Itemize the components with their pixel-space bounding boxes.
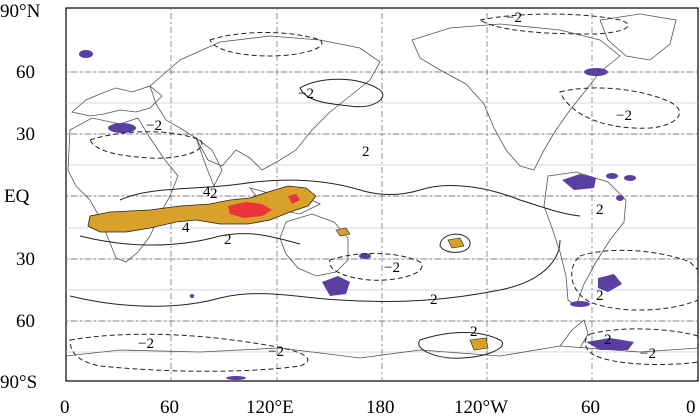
contour-pos-5: [299, 78, 384, 108]
y-tick-label: 90°S: [0, 372, 37, 393]
map-panel: 4 4 2 2 2 2 2 2 2 2 −2 −2 −2 −2 −2 −2 −2…: [65, 7, 699, 382]
south-america-coast: [543, 171, 627, 307]
contour-label: −2: [616, 108, 632, 124]
contour-label: 2: [596, 202, 604, 218]
neg-canada: [584, 68, 608, 76]
neg-atlantic-a: [606, 173, 618, 179]
neg-caribbean: [562, 174, 596, 190]
contour-label: 4: [203, 184, 211, 200]
neg-mediterranean: [108, 123, 136, 133]
y-tick-label: 30: [16, 249, 35, 270]
indian-ocean-band-mid: [87, 185, 317, 233]
x-tick-label: 120°W: [454, 397, 508, 418]
neg-south-am-tip: [570, 301, 590, 307]
greenland-coast: [599, 13, 677, 61]
contour-label: 2: [604, 332, 612, 348]
contour-label: −2: [138, 336, 154, 352]
contour-label: −2: [298, 86, 314, 102]
y-axis: 90°N 60 30 EQ 30 60 90°S: [0, 1, 41, 393]
neg-weddell: [586, 338, 634, 350]
contour-label: 2: [470, 324, 478, 340]
neg-europe: [79, 50, 93, 58]
europe-coast: [71, 85, 163, 117]
contour-neg-3: [89, 131, 203, 159]
y-tick-label: 90°N: [0, 1, 41, 22]
contour-label: 4: [182, 220, 190, 236]
graticule: [66, 8, 698, 381]
x-tick-label: 180: [366, 397, 395, 418]
contour-label: 2: [596, 288, 604, 304]
coastlines: [65, 13, 699, 359]
contour-label-group: 4 4 2 2 2 2 2 2 2 2 −2 −2 −2 −2 −2 −2 −2…: [138, 10, 656, 362]
contour-label: 2: [210, 186, 218, 202]
neg-tasman: [322, 276, 350, 296]
x-axis: 0 60 120°E 180 120°W 60 0: [60, 397, 696, 418]
contour-pos-3: [69, 239, 561, 307]
asia-coast: [149, 35, 381, 171]
neg-atlantic-b: [624, 175, 636, 181]
contours: [69, 13, 699, 372]
contour-label: 2: [224, 232, 232, 248]
neg-atlantic-c: [616, 195, 624, 201]
contour-label: −2: [146, 118, 162, 134]
neg-antarctic: [226, 376, 246, 380]
africa-coast: [67, 117, 179, 263]
antarctic-peninsula-coast: [559, 319, 589, 349]
contour-neg-2: [559, 87, 680, 129]
contour-neg-1: [478, 13, 629, 35]
x-tick-label: 60: [160, 397, 179, 418]
x-tick-label: 120°E: [246, 397, 294, 418]
australia-coast: [279, 213, 349, 277]
contour-label: −2: [640, 346, 656, 362]
y-tick-label: 60: [16, 311, 35, 332]
central-pacific-spot: [447, 237, 465, 249]
neg-south-atlantic: [598, 274, 622, 292]
contour-label: −2: [268, 344, 284, 360]
contour-pos-6: [418, 332, 503, 359]
neg-small-a: [190, 294, 194, 298]
contour-pos-4: [439, 233, 471, 253]
y-tick-label: EQ: [4, 186, 30, 207]
y-tick-label: 30: [16, 124, 35, 145]
contour-neg-7: [584, 328, 699, 365]
maritime-high-spot: [288, 194, 300, 204]
contour-label: 2: [430, 292, 438, 308]
contour-label: −2: [384, 260, 400, 276]
southern-ocean-spot: [469, 337, 489, 351]
x-tick-label: 60: [581, 397, 600, 418]
west-pacific-spot: [335, 227, 351, 237]
contour-neg-5: [571, 249, 699, 311]
india-coast: [195, 136, 223, 187]
x-tick-label: 0: [60, 397, 70, 418]
x-tick-label: 0: [686, 397, 696, 418]
contour-label: −2: [506, 10, 522, 26]
y-tick-label: 60: [16, 62, 35, 83]
contour-pos-1: [119, 179, 581, 217]
neg-pacific-nz: [359, 253, 371, 259]
positive-anomaly-shading: [87, 185, 489, 351]
contour-label: 2: [362, 144, 370, 160]
negative-anomaly-shading: [79, 50, 636, 380]
contour-neg-4: [329, 253, 423, 281]
contour-pos-2: [79, 233, 301, 246]
indian-ocean-band-high: [228, 202, 272, 218]
north-america-coast: [411, 23, 621, 171]
contour-neg-8: [209, 32, 323, 57]
